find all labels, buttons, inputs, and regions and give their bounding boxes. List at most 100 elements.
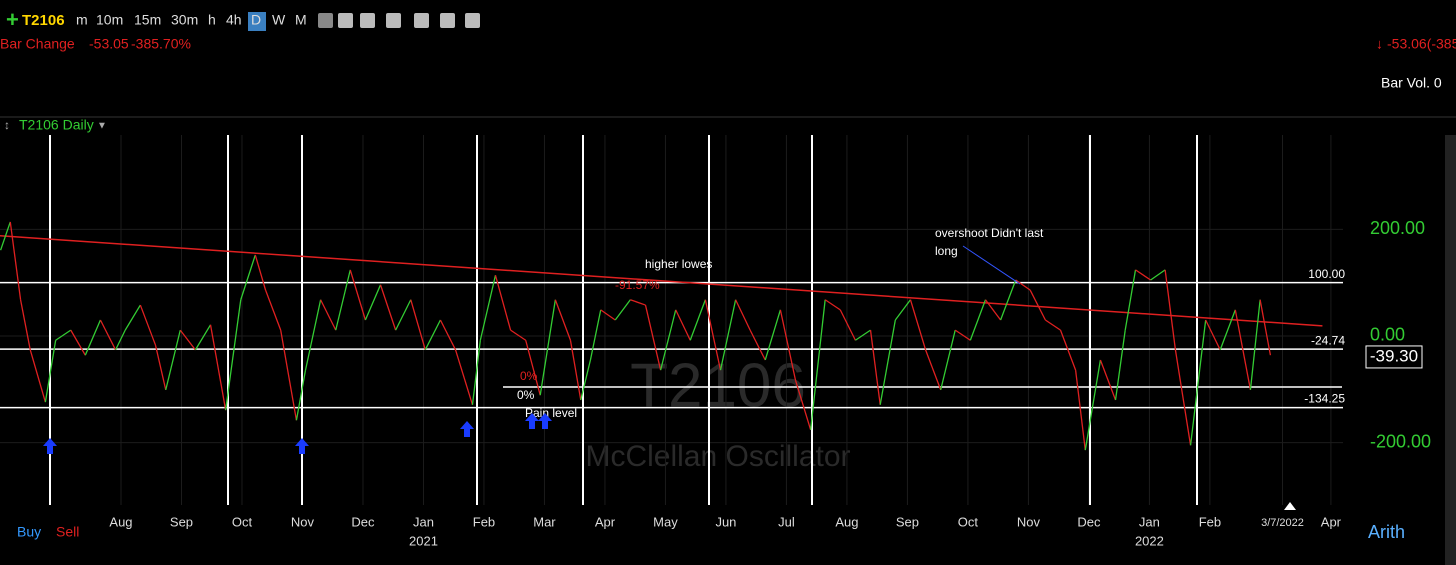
oscillator-segment bbox=[630, 299, 646, 306]
x-tick-label: Aug bbox=[109, 514, 132, 529]
oscillator-segment bbox=[659, 309, 677, 371]
oscillator-segment bbox=[999, 279, 1017, 321]
sell-button[interactable]: Sell bbox=[56, 524, 79, 540]
oscillator-segment bbox=[9, 221, 22, 300]
oscillator-segment bbox=[600, 309, 616, 321]
toolbar-icon[interactable] bbox=[386, 13, 401, 28]
oscillator-segment bbox=[510, 329, 527, 341]
annotation: long bbox=[935, 244, 958, 258]
oscillator-segment bbox=[139, 304, 157, 346]
oscillator-segment bbox=[539, 299, 556, 396]
x-tick-label: Dec bbox=[1077, 514, 1101, 529]
timeframe-button[interactable]: 10m bbox=[96, 12, 123, 28]
oscillator-segment bbox=[554, 299, 572, 341]
oscillator-segment bbox=[839, 309, 856, 341]
oscillator-segment bbox=[0, 221, 11, 251]
oscillator-segment bbox=[1015, 279, 1031, 291]
scale-mode[interactable]: Arith bbox=[1368, 522, 1405, 542]
oscillator-segment bbox=[824, 299, 841, 311]
oscillator-segment bbox=[240, 254, 256, 300]
down-arrow: ↓ bbox=[1376, 36, 1383, 52]
buy-arrow bbox=[538, 413, 552, 429]
oscillator-segment bbox=[879, 319, 896, 405]
add-icon[interactable]: + bbox=[6, 7, 19, 32]
year-label: 2022 bbox=[1135, 533, 1164, 548]
oscillator-segment bbox=[1189, 319, 1207, 446]
oscillator-segment bbox=[494, 275, 512, 331]
oscillator-segment bbox=[55, 329, 72, 341]
timeframe-button[interactable]: M bbox=[295, 12, 307, 28]
timeframe-button[interactable]: 4h bbox=[226, 12, 242, 28]
toolbar-icon[interactable] bbox=[338, 13, 353, 28]
buy-arrow bbox=[295, 438, 309, 454]
oscillator-segment bbox=[1074, 370, 1086, 451]
x-tick-label: Nov bbox=[1017, 514, 1041, 529]
y-tick-label: 200.00 bbox=[1370, 218, 1425, 238]
timeframe-button[interactable]: 15m bbox=[134, 12, 161, 28]
toolbar-icon[interactable] bbox=[360, 13, 375, 28]
level-label: -24.74 bbox=[1311, 333, 1345, 347]
x-tick-label: Nov bbox=[291, 514, 315, 529]
bar-change-value: -53.05 bbox=[89, 36, 129, 52]
oscillator-segment bbox=[280, 330, 298, 421]
oscillator-segment bbox=[809, 299, 826, 430]
bar-volume: Bar Vol. 0 bbox=[1381, 75, 1442, 91]
watermark: T2106 bbox=[630, 351, 806, 420]
oscillator-segment bbox=[1174, 349, 1192, 446]
timeframe-button[interactable]: h bbox=[208, 12, 216, 28]
level-label: 100.00 bbox=[1308, 267, 1345, 281]
x-tick-label: Sep bbox=[170, 514, 193, 529]
timeframe-button[interactable]: D bbox=[251, 12, 261, 28]
oscillator-segment bbox=[295, 369, 307, 421]
oscillator-segment bbox=[124, 304, 141, 331]
x-tick-label: Jan bbox=[1139, 514, 1160, 529]
oscillator-segment bbox=[1135, 269, 1151, 281]
collapse-icon[interactable]: ↕ bbox=[4, 118, 10, 132]
buy-button[interactable]: Buy bbox=[17, 524, 41, 540]
oscillator-segment bbox=[320, 299, 337, 331]
oscillator-segment bbox=[704, 299, 722, 371]
oscillator-segment bbox=[1249, 299, 1261, 390]
x-tick-label: Oct bbox=[958, 514, 979, 529]
toolbar-icon[interactable] bbox=[465, 13, 480, 28]
oscillator-segment bbox=[954, 329, 971, 341]
timeframe-button[interactable]: 30m bbox=[171, 12, 198, 28]
toolbar-icon[interactable] bbox=[318, 13, 333, 28]
oscillator-segment bbox=[1124, 269, 1137, 331]
buy-arrow bbox=[43, 438, 57, 454]
chart-title[interactable]: T2106 Daily bbox=[19, 117, 94, 133]
annotation: overshoot Didn't last bbox=[935, 226, 1044, 240]
oscillator-segment bbox=[719, 299, 737, 371]
buy-arrow bbox=[525, 413, 539, 429]
oscillator-segment bbox=[254, 254, 267, 291]
oscillator-segment bbox=[264, 289, 282, 331]
oscillator-segment bbox=[349, 269, 367, 321]
symbol[interactable]: T2106 bbox=[22, 12, 65, 29]
year-label: 2021 bbox=[409, 533, 438, 548]
annotation: -91.57% bbox=[615, 278, 660, 292]
oscillator-segment bbox=[395, 299, 412, 331]
timeframe-button[interactable]: m bbox=[76, 12, 88, 28]
toolbar-icon[interactable] bbox=[440, 13, 455, 28]
x-tick-label: Jan bbox=[413, 514, 434, 529]
oscillator-segment bbox=[569, 340, 582, 401]
annotation: 0% bbox=[520, 369, 538, 383]
timeframe-button[interactable]: W bbox=[272, 12, 286, 28]
oscillator-segment bbox=[940, 329, 956, 390]
oscillator-segment bbox=[179, 329, 196, 351]
oscillator-segment bbox=[1045, 319, 1061, 331]
dropdown[interactable]: ▼ bbox=[97, 121, 107, 132]
annotation-arrow bbox=[962, 245, 1021, 285]
bar-change-label: Bar Change bbox=[0, 36, 75, 52]
toolbar-icon[interactable] bbox=[414, 13, 429, 28]
oscillator-segment bbox=[209, 324, 227, 411]
oscillator-segment bbox=[335, 269, 351, 331]
oscillator-segment bbox=[1234, 309, 1252, 390]
oscillator-segment bbox=[869, 330, 881, 405]
oscillator-segment bbox=[855, 329, 871, 341]
oscillator-segment bbox=[471, 340, 481, 405]
oscillator-segment bbox=[424, 319, 441, 351]
oscillator-segment bbox=[1099, 359, 1117, 401]
oscillator-segment bbox=[1259, 299, 1272, 356]
oscillator-segment bbox=[894, 299, 911, 321]
